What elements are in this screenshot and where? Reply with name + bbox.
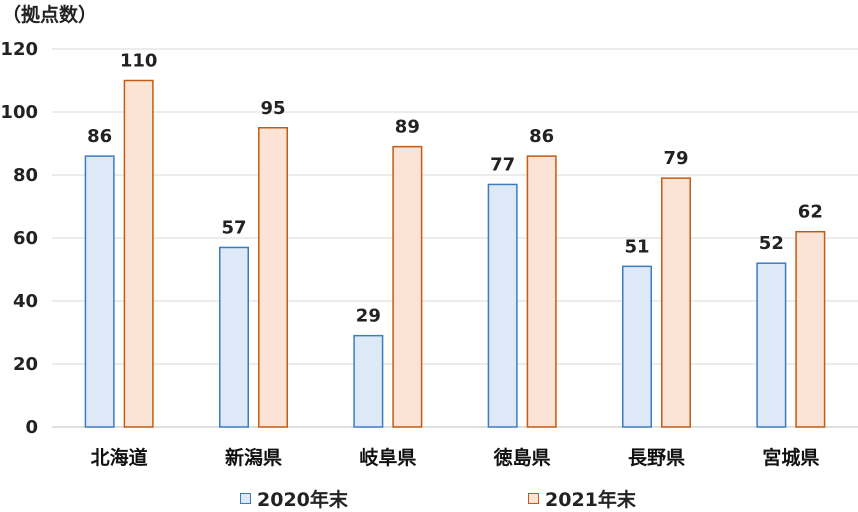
- bar-2021: [795, 230, 826, 428]
- data-label: 57: [221, 217, 246, 238]
- y-tick-label: 80: [13, 165, 38, 186]
- legend-swatch-2021: [528, 492, 539, 504]
- y-tick-label: 100: [0, 102, 38, 123]
- legend-item-2021: 2021年末: [528, 486, 636, 511]
- data-label: 51: [624, 236, 649, 257]
- legend-label-2020: 2020年末: [257, 488, 348, 511]
- legend-item-2020: 2020年末: [240, 486, 348, 511]
- data-label: 86: [87, 126, 112, 147]
- data-label: 89: [395, 117, 420, 138]
- data-label: 110: [120, 51, 158, 72]
- bar-2020: [353, 334, 384, 428]
- y-tick-label: 0: [25, 417, 38, 438]
- category-label: 宮城県: [762, 446, 819, 469]
- data-label: 77: [490, 154, 515, 175]
- bar-2021: [392, 145, 423, 428]
- bar-2021: [661, 177, 691, 428]
- data-label: 62: [798, 202, 823, 223]
- bar-2020: [84, 155, 115, 428]
- data-label: 29: [356, 306, 381, 327]
- bar-2020: [756, 262, 787, 428]
- legend-label-2021: 2021年末: [545, 488, 636, 511]
- y-tick-label: 60: [13, 228, 38, 249]
- data-label: 95: [260, 98, 285, 119]
- bar-2020: [219, 246, 249, 428]
- y-tick-label: 40: [13, 291, 38, 312]
- category-label: 岐阜県: [359, 446, 416, 469]
- bar-2021: [526, 155, 557, 428]
- category-label: 北海道: [91, 446, 148, 469]
- y-axis-label: （拠点数）: [2, 4, 98, 26]
- bar-chart: 0 20 40 60 80 100 120 北海道 86 110 新潟県 57 95 岐阜県 29 89 徳島県…: [0, 39, 858, 469]
- bar-2020: [487, 183, 518, 428]
- data-label: 86: [529, 126, 554, 147]
- bar-2021: [258, 127, 288, 428]
- bar-2020: [622, 265, 652, 428]
- data-label: 79: [663, 148, 688, 169]
- bar-2021: [123, 79, 154, 428]
- category-label: 長野県: [628, 447, 685, 469]
- data-label: 52: [759, 233, 784, 254]
- legend-swatch-2020: [240, 492, 251, 504]
- y-tick-label: 120: [0, 39, 38, 60]
- category-label: 徳島県: [493, 446, 551, 469]
- category-label: 新潟県: [225, 446, 282, 469]
- y-tick-label: 20: [13, 354, 38, 375]
